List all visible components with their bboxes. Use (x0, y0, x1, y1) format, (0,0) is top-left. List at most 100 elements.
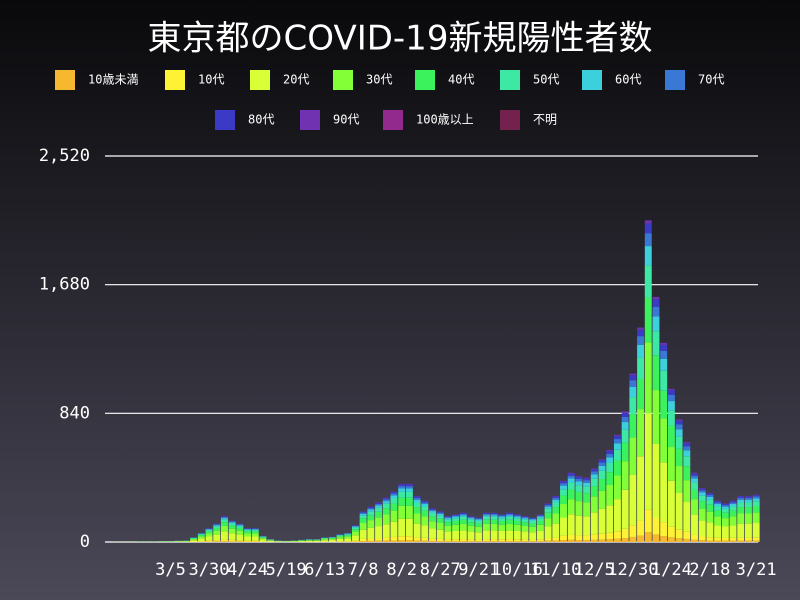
bar-segment (590, 496, 598, 513)
bar-segment (737, 540, 745, 542)
legend-swatch (55, 70, 75, 90)
bar-segment (744, 523, 752, 538)
bar-segment (467, 522, 475, 526)
bar-segment (529, 539, 537, 542)
bar-segment (197, 536, 205, 539)
bar-segment (228, 539, 236, 542)
bar-segment (706, 494, 714, 497)
x-tick-label: 11/10 (530, 560, 581, 580)
bar-segment (205, 529, 213, 531)
bar-segment (752, 523, 760, 538)
bar-segment (698, 488, 706, 489)
bar-segment (213, 534, 221, 541)
bar-segment (529, 521, 537, 524)
legend-label: 80代 (248, 113, 274, 127)
bar-segment (459, 530, 467, 540)
bar-segment (413, 507, 421, 514)
bar-segment (421, 506, 429, 511)
bar-segment (382, 497, 390, 500)
bar-segment (729, 506, 737, 511)
bar-segment (560, 495, 567, 505)
bar-segment (452, 514, 460, 516)
bar-segment (629, 474, 637, 526)
bar-segment (405, 484, 413, 487)
bar-segment (506, 541, 514, 542)
bar-segment (683, 446, 691, 451)
bar-segment (698, 501, 706, 509)
bar-segment (429, 538, 436, 541)
bar-segment (405, 518, 413, 537)
bar-segment (752, 495, 760, 497)
bar-segment (637, 336, 645, 345)
bar-segment (405, 505, 413, 519)
bar-segment (683, 466, 691, 481)
bar-segment (583, 535, 591, 541)
bar-segment (637, 456, 645, 521)
bar-segment (498, 521, 506, 525)
bar-segment (583, 540, 591, 542)
bar-segment (490, 523, 498, 531)
bar-segment (459, 541, 467, 542)
bar-segment (375, 502, 383, 504)
bar-segment (675, 429, 683, 437)
bar-segment (714, 516, 722, 526)
bar-segment (606, 453, 614, 458)
bar-segment (552, 513, 560, 524)
bar-segment (459, 523, 467, 531)
bar-segment (590, 469, 598, 472)
bar-segment (444, 541, 452, 542)
bar-segment (744, 507, 752, 514)
bar-segment (590, 478, 598, 487)
legend: 10歳未満 10代 20代 30代 40代 50代 60代 70代 80代 90代 100歳以上 不明 (55, 70, 724, 130)
bar-segment (436, 513, 444, 516)
bar-segment (390, 503, 398, 511)
bar-segment (598, 508, 606, 534)
bar-segment (220, 522, 228, 526)
bar-segment (613, 434, 621, 436)
bar-segment (544, 512, 552, 519)
x-tick-label: 5/19 (266, 560, 307, 580)
legend-swatch (582, 70, 602, 90)
bar-segment (575, 540, 583, 542)
bar-segment (529, 519, 537, 522)
bar-segment (375, 526, 383, 539)
bar-segment (613, 443, 621, 450)
bar-segment (675, 538, 683, 542)
bar-segment (552, 537, 560, 541)
bar-segment (375, 511, 383, 518)
bar-segment (405, 483, 413, 485)
bar-segment (683, 502, 691, 532)
bar-segment (691, 514, 698, 535)
bar-segment (744, 496, 752, 498)
bar-segment (513, 539, 521, 542)
bar-segment (328, 538, 336, 540)
bar-segment (359, 538, 367, 542)
bar-segment (459, 513, 467, 514)
bar-segment (744, 513, 752, 524)
bar-segment (452, 530, 460, 540)
bar-segment (259, 538, 267, 540)
bar-segment (544, 538, 552, 541)
bar-segment (475, 523, 483, 527)
bar-segment (467, 539, 475, 542)
legend-label: 70代 (698, 73, 724, 87)
bar-segment (560, 481, 567, 484)
bar-segment (375, 517, 383, 527)
bar-segment (405, 536, 413, 541)
bar-segment (344, 534, 352, 536)
bar-segment (583, 478, 591, 481)
bar-segment (213, 541, 221, 542)
bar-segment (698, 540, 706, 542)
bar-segment (359, 511, 367, 513)
bar-segment (390, 536, 398, 541)
bar-segment (675, 424, 683, 430)
bar-segment (521, 517, 529, 519)
bar-segment (398, 491, 406, 498)
bar-segment (405, 486, 413, 489)
legend-swatch (250, 70, 270, 90)
bar-segment (691, 489, 698, 500)
bar-segment (359, 541, 367, 542)
bar-segment (613, 538, 621, 542)
bar-segment (398, 540, 406, 542)
bar-segment (220, 541, 228, 542)
